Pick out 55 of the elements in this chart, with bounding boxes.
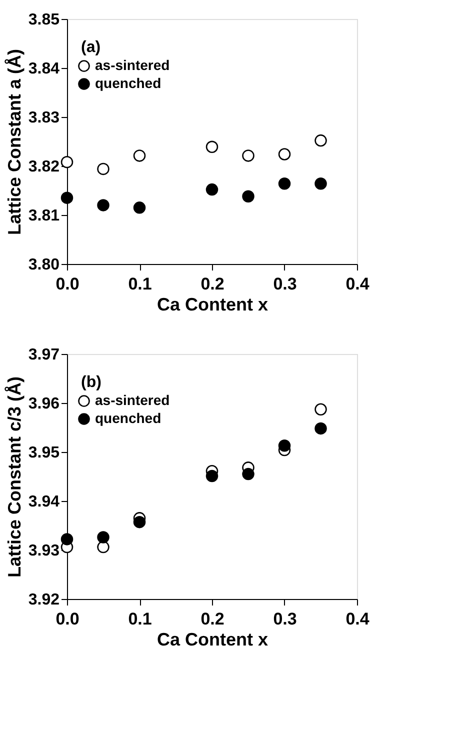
legend-label: quenched <box>95 410 162 426</box>
legend-label: as-sintered <box>95 57 170 73</box>
y-axis-title: Lattice Constant a (Å) <box>4 48 24 236</box>
x-tick-label: 0.1 <box>128 610 152 628</box>
point <box>206 470 218 482</box>
point <box>314 134 327 147</box>
x-tick-label: 0.3 <box>273 274 297 294</box>
x-tick-label: 0.2 <box>200 274 224 294</box>
x-tick-label: 0.4 <box>346 610 370 628</box>
x-tick-label: 0.4 <box>346 274 370 294</box>
x-tick-label: 0.0 <box>56 610 80 628</box>
y-tick-label: 3.82 <box>28 158 60 176</box>
y-tick-label: 3.92 <box>28 592 60 608</box>
point <box>314 178 327 190</box>
y-tick-label: 3.81 <box>28 208 60 224</box>
y-tick-label: 3.93 <box>28 542 60 560</box>
point <box>133 150 146 162</box>
point <box>60 156 74 168</box>
y-axis-title: Lattice Constant c/3 (Å) <box>4 376 24 578</box>
point <box>242 468 254 480</box>
point <box>278 178 291 190</box>
y-tick-label: 3.97 <box>28 346 60 364</box>
point <box>278 440 291 452</box>
annotation: (b) <box>81 374 102 391</box>
point <box>97 531 110 544</box>
point <box>60 192 74 204</box>
point <box>60 533 74 546</box>
x-tick-label: 0.1 <box>128 274 152 294</box>
y-tick-label: 3.83 <box>28 110 60 126</box>
y-tick-label: 3.95 <box>28 444 60 462</box>
point <box>133 202 146 214</box>
x-tick-label: 0.0 <box>56 274 80 294</box>
point <box>133 516 146 528</box>
point <box>97 162 110 176</box>
y-tick-label: 3.80 <box>28 256 60 274</box>
x-axis-title: Ca Content x <box>156 294 268 314</box>
point <box>97 540 110 554</box>
y-tick-label: 3.96 <box>28 396 60 412</box>
point <box>242 190 254 202</box>
point <box>314 403 327 416</box>
point <box>314 422 327 435</box>
point <box>206 140 218 154</box>
x-axis-title: Ca Content x <box>156 630 268 650</box>
y-tick-label: 3.84 <box>28 60 60 78</box>
x-tick-label: 0.2 <box>200 610 224 628</box>
y-tick-label: 3.85 <box>28 12 60 28</box>
annotation: (a) <box>81 39 101 56</box>
point <box>97 199 110 212</box>
point <box>242 150 254 162</box>
x-tick-label: 0.3 <box>273 610 297 628</box>
y-tick-label: 3.94 <box>28 494 60 510</box>
point <box>278 148 291 160</box>
legend-label: as-sintered <box>95 392 170 408</box>
point <box>206 183 218 196</box>
legend-label: quenched <box>95 75 162 91</box>
